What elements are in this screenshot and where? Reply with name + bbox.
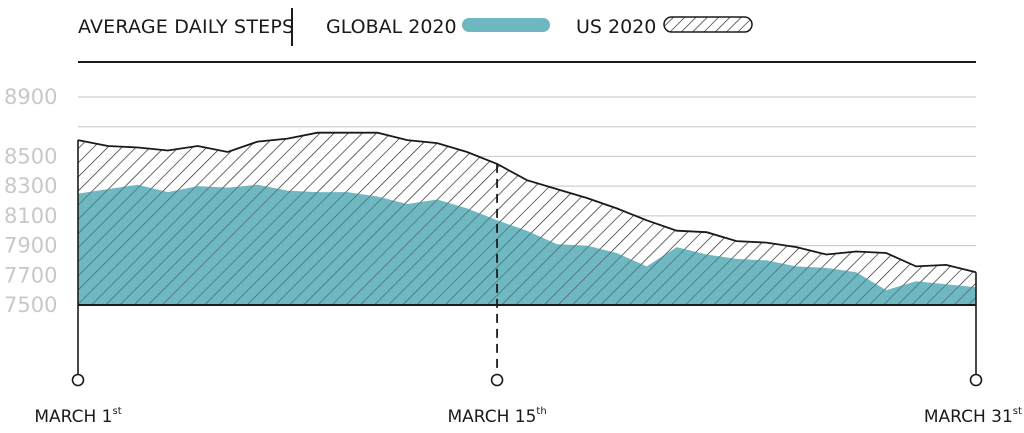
- y-axis: 7500 7700 7900 8100 8300 8500 8900: [4, 85, 57, 317]
- plot-area: [77, 131, 977, 306]
- x-tick-label: MARCH 1st: [34, 406, 121, 427]
- legend-swatch-us: [663, 16, 753, 33]
- x-tick-label: MARCH 31st: [924, 406, 1022, 427]
- x-axis: MARCH 1st MARCH 15th MARCH 31st: [34, 163, 1022, 427]
- y-tick-label: 7900: [4, 234, 57, 258]
- y-tick-label: 8100: [4, 204, 57, 228]
- y-tick-label: 8300: [4, 174, 57, 198]
- legend-label-global: GLOBAL 2020: [326, 16, 457, 38]
- global-area-hatch: [78, 184, 976, 305]
- y-tick-label: 8500: [4, 144, 57, 168]
- legend-swatch-global: [462, 18, 550, 32]
- y-tick-label: 7700: [4, 263, 57, 287]
- y-tick-label: 7500: [4, 293, 57, 317]
- chart-title: AVERAGE DAILY STEPS: [78, 16, 294, 38]
- us-line: [77, 131, 977, 274]
- x-tick-marker: [71, 373, 85, 387]
- y-tick-label: 8900: [4, 85, 57, 109]
- x-tick-marker: [969, 373, 983, 387]
- legend-label-us: US 2020: [576, 16, 656, 38]
- x-tick-marker: [490, 373, 504, 387]
- x-tick-label: MARCH 15th: [447, 406, 546, 427]
